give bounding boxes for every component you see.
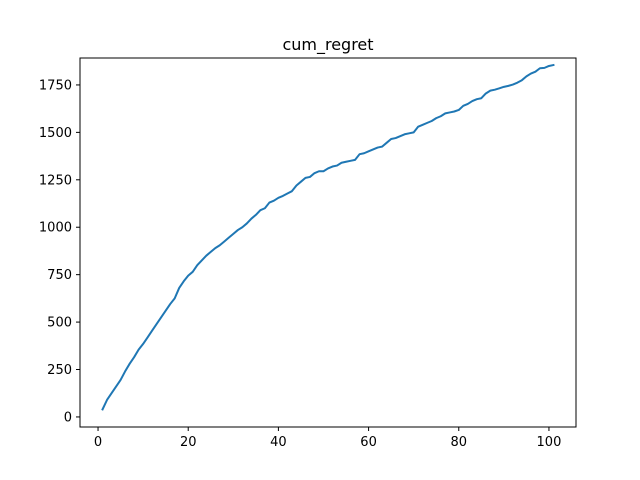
- plot-frame: [79, 57, 577, 428]
- series-layer: [101, 63, 555, 411]
- y-tick-label: 250: [47, 363, 72, 378]
- y-axis-ticks: 0 250 500 750 1000 1250 1500 1750: [39, 78, 80, 425]
- y-tick-label: 500: [47, 316, 72, 331]
- y-tick-label: 1750: [39, 78, 72, 93]
- y-tick-label: 1500: [39, 126, 72, 141]
- y-tick-label: 1000: [39, 221, 72, 236]
- series-line: [101, 63, 555, 411]
- x-tick-label: 60: [360, 435, 377, 450]
- chart-title: cum_regret: [282, 35, 373, 55]
- x-tick-label: 40: [270, 435, 287, 450]
- y-tick-label: 0: [64, 410, 72, 425]
- x-axis-ticks: 0 20 40 60 80 100: [94, 427, 561, 450]
- x-tick-label: 20: [180, 435, 197, 450]
- y-tick-label: 1250: [39, 173, 72, 188]
- x-tick-label: 80: [450, 435, 467, 450]
- y-tick-label: 750: [47, 268, 72, 283]
- x-tick-label: 0: [94, 435, 102, 450]
- x-tick-label: 100: [537, 435, 562, 450]
